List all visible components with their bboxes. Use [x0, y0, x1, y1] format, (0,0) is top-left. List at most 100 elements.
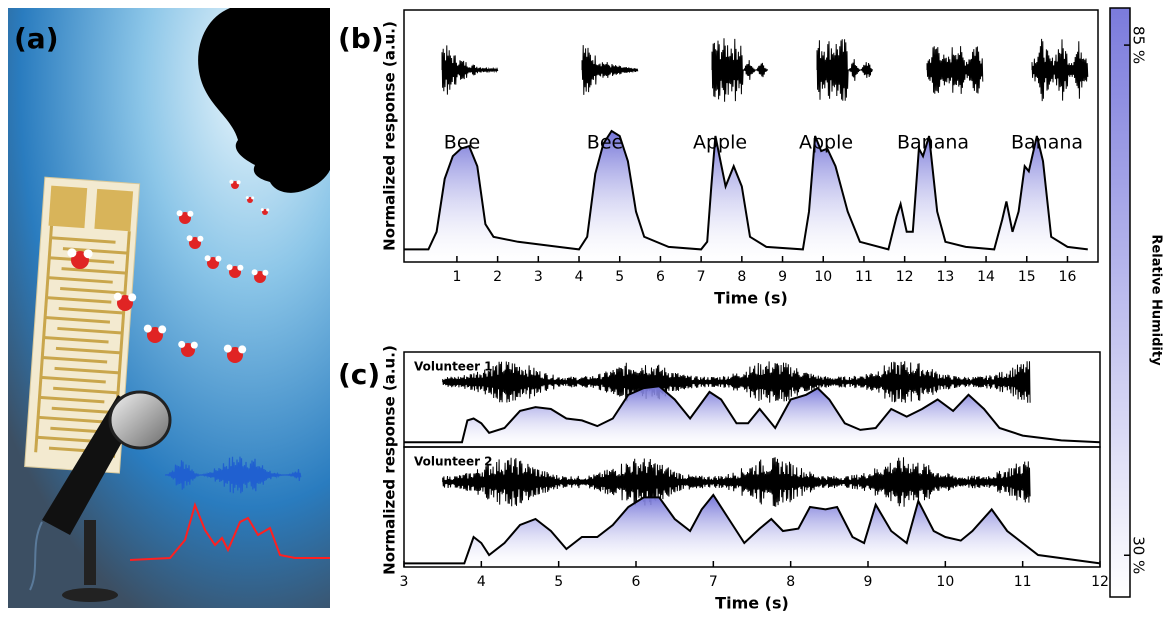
hydrogen [238, 345, 247, 354]
hydrogen [236, 180, 241, 185]
electrode-finger [61, 267, 127, 275]
electrode-finger [47, 276, 113, 284]
area-fill [404, 131, 1088, 262]
y-axis-label: Normalized response (a.u.) [381, 21, 399, 251]
electrode-bus [34, 225, 53, 453]
hydrogen [178, 340, 186, 348]
illustration [8, 8, 330, 608]
hydrogen [190, 341, 198, 349]
electrode-finger [51, 406, 117, 415]
hydrogen [223, 344, 232, 353]
x-tick-label: 4 [575, 269, 584, 285]
hydrogen [187, 210, 194, 217]
colorbar-tick-label: 30 % [1130, 536, 1148, 574]
hydrogen [158, 325, 167, 334]
electrode-finger [42, 355, 108, 364]
hydrogen [226, 264, 233, 271]
audio-waveform [1031, 38, 1089, 102]
electrode-finger [44, 316, 111, 324]
electrode-finger [39, 395, 105, 404]
electrode-finger [58, 306, 124, 315]
hydrogen [262, 269, 269, 276]
area-fill [404, 386, 1100, 447]
word-label: Banana [1011, 132, 1083, 154]
electrode-finger [50, 236, 116, 244]
x-tick-label: 5 [615, 269, 624, 285]
hydrogen [260, 208, 264, 212]
x-tick-label: 6 [632, 574, 641, 590]
x-tick-label: 15 [1018, 269, 1036, 285]
x-tick-label: 4 [477, 574, 486, 590]
hydrogen [251, 269, 258, 276]
x-tick-label: 14 [977, 269, 995, 285]
x-tick-label: 10 [814, 269, 832, 285]
audio-waveform [441, 45, 499, 95]
hydrogen [143, 324, 152, 333]
hydrogen [176, 210, 183, 217]
x-tick-label: 6 [656, 269, 665, 285]
panel-label: (a) [14, 22, 59, 55]
electrode-finger [38, 415, 104, 424]
panel-label: (b) [338, 22, 384, 55]
electrode-finger [57, 326, 123, 335]
x-tick-label: 12 [1091, 574, 1109, 590]
hydrogen [197, 235, 204, 242]
hydrogen [128, 293, 137, 302]
hydrogen [229, 179, 234, 184]
x-tick-label: 9 [864, 574, 873, 590]
word-label: Bee [587, 132, 623, 154]
x-axis-label: Time (s) [714, 289, 788, 308]
audio-waveform [926, 46, 984, 94]
hydrogen [251, 196, 255, 200]
plot-frame [403, 446, 1101, 568]
x-tick-label: 16 [1059, 269, 1077, 285]
hydrogen [266, 208, 270, 212]
annotation: Volunteer 2 [414, 455, 493, 469]
word-label: Bee [444, 132, 480, 154]
electrode-finger [46, 296, 112, 304]
x-tick-label: 13 [936, 269, 954, 285]
audio-waveform [442, 457, 1031, 507]
colorbar [1109, 7, 1131, 598]
x-tick-label: 1 [452, 269, 461, 285]
electrode-finger [40, 375, 106, 384]
y-axis-label: Normalized response (a.u.) [381, 345, 399, 575]
x-axis-label: Time (s) [715, 594, 789, 613]
response-line [404, 493, 1101, 565]
panel-label: (c) [338, 358, 380, 391]
plot-frame [403, 9, 1099, 263]
hydrogen [237, 264, 244, 271]
colorbar-tick-label: 85 % [1130, 26, 1148, 64]
x-tick-label: 7 [697, 269, 706, 285]
electrode-finger [55, 346, 121, 355]
hydrogen [204, 255, 211, 262]
x-tick-label: 8 [737, 269, 746, 285]
x-tick-label: 11 [1014, 574, 1032, 590]
audio-waveform [442, 361, 1031, 403]
hydrogen [83, 249, 93, 259]
audio-waveform [581, 45, 639, 95]
audio-waveform [816, 39, 874, 101]
x-tick-label: 3 [534, 269, 543, 285]
x-tick-label: 10 [936, 574, 954, 590]
x-tick-label: 9 [778, 269, 787, 285]
x-tick-label: 8 [786, 574, 795, 590]
electrode-finger [54, 366, 120, 375]
x-tick-label: 11 [855, 269, 873, 285]
word-label: Banana [897, 132, 969, 154]
hydrogen [245, 196, 249, 200]
annotation: Volunteer 1 [414, 360, 493, 374]
word-label: Apple [799, 132, 853, 154]
audio-waveform [711, 38, 769, 102]
hydrogen [67, 248, 77, 258]
colorbar-label: Relative Humidity [1149, 234, 1164, 366]
x-tick-label: 2 [493, 269, 502, 285]
x-tick-label: 12 [896, 269, 914, 285]
hydrogen [215, 255, 222, 262]
response-line [404, 129, 1088, 251]
electrode-finger [53, 386, 119, 395]
x-tick-label: 7 [709, 574, 718, 590]
response-line [404, 385, 1101, 444]
electrode-finger [60, 287, 126, 295]
x-tick-label: 3 [400, 574, 409, 590]
